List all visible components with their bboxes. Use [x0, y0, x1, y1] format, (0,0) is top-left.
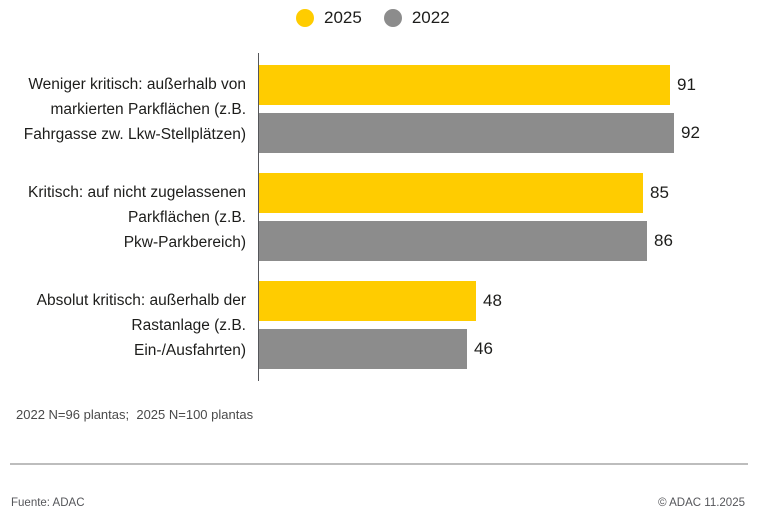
chart-legend: 2025 2022 — [296, 8, 450, 28]
legend-label-2022: 2022 — [411, 8, 450, 27]
category-label: Kritisch: auf nicht zugelassenen Parkfläc… — [0, 173, 246, 261]
bar-2022 — [259, 221, 647, 261]
category-label-line: Weniger kritisch: außerhalb von — [28, 75, 246, 93]
copyright-label: © ADAC 11.2025 — [658, 497, 745, 509]
category-label: Absolut kritisch: außerhalb der Rastanlag… — [0, 281, 246, 369]
category-label: Weniger kritisch: außerhalb von markierte… — [0, 65, 246, 153]
bar-2025 — [259, 173, 643, 213]
bar-2025 — [259, 281, 476, 321]
y-axis-line — [258, 53, 259, 381]
category-label-line: Rastanlage (z.B. — [131, 316, 246, 334]
legend-dot-2022-icon — [383, 9, 402, 27]
footer-divider — [10, 463, 748, 465]
bar-2022 — [259, 113, 674, 153]
value-label-2022: 92 — [681, 123, 700, 142]
legend-item-2022: 2022 — [383, 8, 450, 28]
legend-label-2025: 2025 — [324, 8, 362, 27]
category-label-line: Absolut kritisch: außerhalb der — [36, 291, 246, 309]
source-label: Fuente: ADAC — [11, 497, 85, 509]
legend-dot-2025-icon — [296, 9, 314, 27]
category-label-line: Fahrgasse zw. Lkw-Stellplätzen) — [23, 125, 246, 143]
sample-size-note: 2022 N=96 plantas; 2025 N=100 plantas — [16, 407, 254, 422]
category-label-line: Pkw-Parkbereich) — [123, 233, 246, 251]
category-label-line: markierten Parkflächen (z.B. — [50, 100, 246, 118]
footer: Fuente: ADAC © ADAC 11.2025 — [11, 497, 745, 509]
value-label-2025: 85 — [650, 183, 669, 202]
category-label-line: Kritisch: auf nicht zugelassenen — [28, 183, 246, 201]
bar-2025 — [259, 65, 670, 105]
category-label-line: Parkflächen (z.B. — [127, 208, 246, 226]
value-label-2025: 91 — [677, 75, 696, 94]
category-label-line: Ein-/Ausfahrten) — [134, 341, 246, 359]
value-label-2022: 86 — [654, 231, 673, 250]
legend-item-2025: 2025 — [296, 8, 362, 28]
value-label-2025: 48 — [483, 291, 502, 310]
value-label-2022: 46 — [474, 339, 493, 358]
bar-2022 — [259, 329, 467, 369]
